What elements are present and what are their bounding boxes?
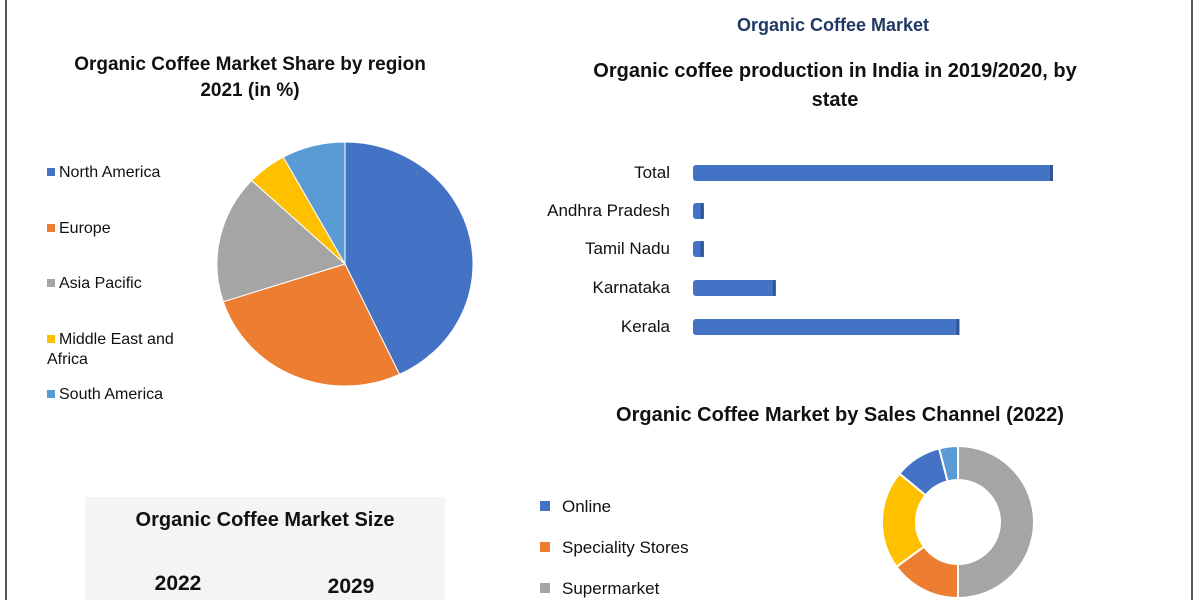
legend-swatch: [47, 224, 55, 232]
bar-edge: [956, 319, 960, 335]
pie-legend-item: Europe: [47, 219, 197, 239]
legend-label: Supermarket: [562, 579, 660, 598]
legend-label: South America: [59, 386, 164, 403]
donut-legend-item: Online: [540, 497, 611, 516]
page-title: Organic Coffee Market: [736, 15, 930, 35]
legend-label: North America: [59, 164, 161, 181]
donut-legend-item: Speciality Stores: [540, 538, 689, 557]
year-2029: 2029: [327, 575, 375, 598]
market-size-box: Organic Coffee Market Size 2022 2029: [85, 497, 445, 600]
legend-swatch: [47, 279, 55, 287]
legend-label: Online: [562, 497, 612, 516]
pie-slice-europe: [222, 263, 401, 387]
legend-swatch: [47, 168, 55, 176]
legend-swatch: [540, 542, 550, 552]
legend-swatch: [47, 335, 55, 343]
bar-label: Total: [634, 163, 670, 182]
legend-label: Europe: [59, 220, 111, 237]
bar-kerala: [693, 319, 960, 335]
bar-edge: [700, 203, 704, 219]
bar-edge: [772, 280, 776, 296]
bar-label: Kerala: [620, 317, 670, 336]
donut-legend-item: Supermarket: [540, 579, 659, 598]
donut-title: Organic Coffee Market by Sales Channel (…: [616, 404, 1064, 426]
donut-slice: [937, 444, 959, 483]
pie-legend-item: South America: [47, 385, 197, 405]
pie-slice-south-america: [282, 141, 346, 266]
bar-edge: [1050, 165, 1053, 181]
legend-swatch: [47, 390, 55, 398]
legend-label: Middle East and Africa: [47, 331, 174, 368]
pie-slice-north-america: [344, 141, 474, 376]
bar-label: Karnataka: [592, 278, 671, 297]
bar-label: Andhra Pradesh: [547, 201, 670, 220]
pie-slice-asia-pacific: [216, 179, 346, 303]
bar-edge: [700, 241, 704, 257]
bar-karnataka: [693, 280, 776, 296]
donut-slice: [957, 444, 1035, 600]
bar-label: Tamil Nadu: [584, 239, 670, 258]
pie-legend-item: North America: [47, 163, 197, 183]
bar-title: Organic coffee production in India in 20…: [593, 60, 1077, 111]
legend-swatch: [540, 583, 550, 593]
pie-legend-item: Middle East and Africa: [47, 330, 197, 370]
bar-total: [693, 165, 1053, 181]
pie-legend-item: Asia Pacific: [47, 274, 197, 294]
market-size-title: Organic Coffee Market Size: [135, 509, 395, 531]
frame-border: [5, 0, 1193, 600]
legend-label: Speciality Stores: [562, 538, 689, 557]
pie-title: Organic Coffee Market Share by region 20…: [74, 54, 426, 101]
legend-label: Asia Pacific: [59, 275, 142, 292]
legend-swatch: [540, 501, 550, 511]
year-2022: 2022: [154, 572, 202, 595]
